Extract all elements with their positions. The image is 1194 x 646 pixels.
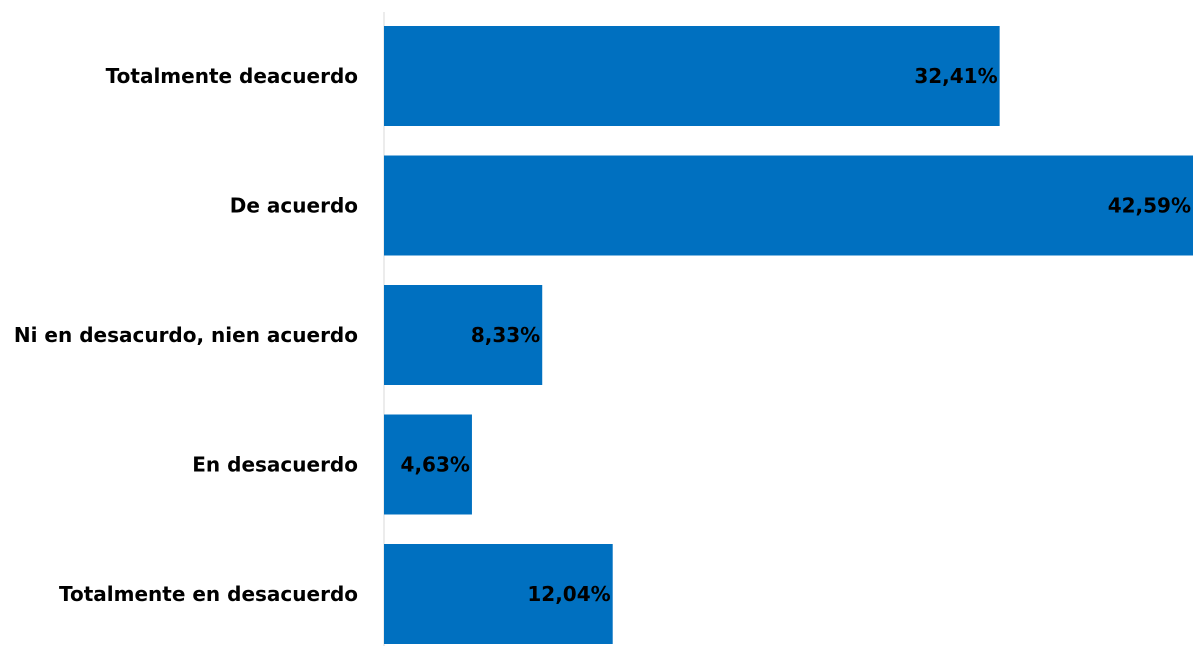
bar-3 bbox=[384, 414, 472, 515]
bar-0 bbox=[384, 26, 1000, 126]
data-label-3: 4,63% bbox=[401, 453, 470, 477]
category-label-0: Totalmente deacuerdo bbox=[106, 64, 358, 88]
category-label-1: De acuerdo bbox=[230, 194, 358, 218]
bar-2 bbox=[384, 285, 543, 385]
bars-layer bbox=[384, 26, 1193, 644]
data-label-2: 8,33% bbox=[471, 323, 540, 347]
category-label-3: En desacuerdo bbox=[192, 453, 358, 477]
category-label-2: Ni en desacurdo, nien acuerdo bbox=[14, 323, 358, 347]
data-label-0: 32,41% bbox=[914, 64, 997, 88]
data-label-4: 12,04% bbox=[527, 582, 610, 606]
bar-1 bbox=[384, 155, 1193, 256]
bar-4 bbox=[384, 544, 613, 644]
category-label-4: Totalmente en desacuerdo bbox=[59, 582, 358, 606]
category-labels: Totalmente deacuerdo De acuerdo Ni en desa… bbox=[14, 64, 358, 606]
data-labels: 32,41% 42,59% 8,33% 4,63% 12,04% bbox=[401, 64, 1191, 606]
data-label-1: 42,59% bbox=[1108, 194, 1191, 218]
